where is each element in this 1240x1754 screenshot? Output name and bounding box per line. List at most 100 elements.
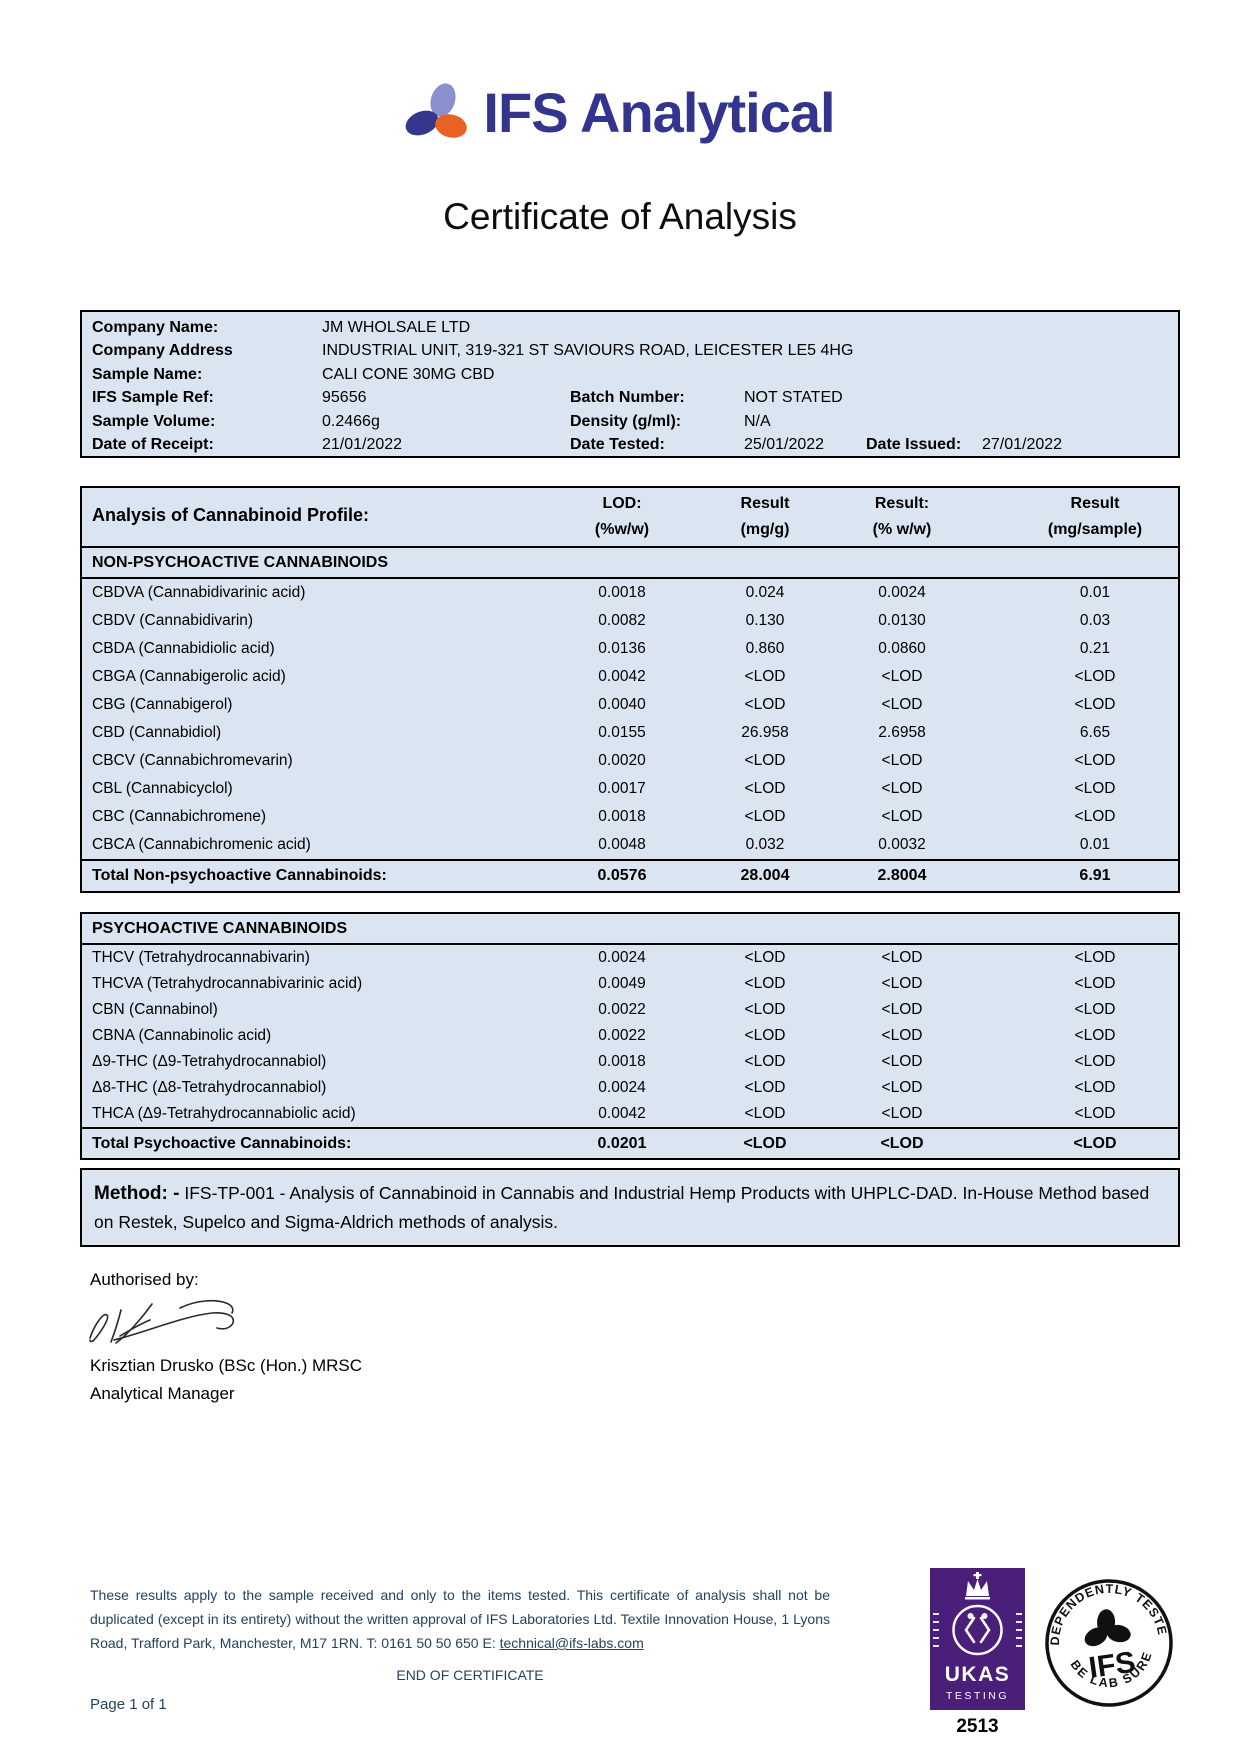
analyte-name: THCV (Tetrahydrocannabivarin) bbox=[92, 949, 310, 966]
analyte-mg-sample-value: 0.21 bbox=[1079, 640, 1111, 657]
table-header-row: Analysis of Cannabinoid Profile: LOD: (%… bbox=[82, 488, 1178, 548]
section-title-psychoactive: PSYCHOACTIVE CANNABINOIDS bbox=[82, 914, 1178, 945]
column-header-line: (% w/w) bbox=[872, 521, 932, 538]
analyte-mg-sample-value: 6.65 bbox=[1079, 724, 1111, 741]
technical-email-link[interactable]: technical@ifs-labs.com bbox=[499, 1635, 644, 1651]
analyte-row: CBDV (Cannabidivarin) 0.0082 0.130 0.0130 0.… bbox=[82, 607, 1178, 635]
analyte-pct-ww-value: 0.0032 bbox=[878, 836, 926, 853]
total-value: <LOD bbox=[743, 1135, 787, 1152]
analyte-mg-g-value: <LOD bbox=[744, 1053, 786, 1070]
analyte-lod-value: 0.0022 bbox=[598, 1001, 646, 1018]
info-label: Batch Number: bbox=[570, 389, 685, 407]
analyte-mg-sample-value: <LOD bbox=[1074, 752, 1116, 769]
column-header-line: (%w/w) bbox=[594, 521, 650, 538]
info-value: N/A bbox=[744, 412, 771, 430]
column-header-pct-ww: Result: (% w/w) bbox=[832, 491, 972, 543]
info-row: Company Name: JM WHOLSALE LTD bbox=[82, 316, 1178, 339]
table-title: Analysis of Cannabinoid Profile: bbox=[92, 505, 370, 525]
analyte-mg-sample-value: <LOD bbox=[1074, 1027, 1116, 1044]
total-label: Total Psychoactive Cannabinoids: bbox=[92, 1135, 352, 1152]
analyte-mg-g-value: 26.958 bbox=[741, 724, 789, 741]
info-label: Company Name: bbox=[92, 319, 219, 336]
analyte-pct-ww-value: <LOD bbox=[881, 1053, 923, 1070]
analyte-lod-value: 0.0155 bbox=[598, 724, 646, 741]
analyte-lod-value: 0.0017 bbox=[598, 780, 646, 797]
analyte-pct-ww-value: <LOD bbox=[881, 1079, 923, 1096]
analyte-mg-sample-value: <LOD bbox=[1074, 1053, 1116, 1070]
analyte-row: CBD (Cannabidiol) 0.0155 26.958 2.6958 6.65 bbox=[82, 719, 1178, 747]
column-header-line: LOD: bbox=[602, 495, 642, 512]
total-value: 2.8004 bbox=[877, 867, 927, 884]
analyte-row: Δ9-THC (Δ9-Tetrahydrocannabiol) 0.0018 <LO… bbox=[82, 1049, 1178, 1075]
analyte-mg-g-value: <LOD bbox=[744, 949, 786, 966]
analyte-row: CBDVA (Cannabidivarinic acid) 0.0018 0.024… bbox=[82, 579, 1178, 607]
analyte-row: CBDA (Cannabidiolic acid) 0.0136 0.860 0.08… bbox=[82, 635, 1178, 663]
page-number: Page 1 of 1 bbox=[90, 1696, 167, 1713]
analyte-name: CBGA (Cannabigerolic acid) bbox=[92, 668, 286, 685]
analyte-lod-value: 0.0048 bbox=[598, 836, 646, 853]
method-label: Method: - bbox=[94, 1183, 180, 1204]
analyte-name: Δ8-THC (Δ8-Tetrahydrocannabiol) bbox=[92, 1079, 327, 1096]
analyte-name: CBD (Cannabidiol) bbox=[92, 724, 222, 741]
analyte-lod-value: 0.0082 bbox=[598, 612, 646, 629]
psychoactive-rows: THCV (Tetrahydrocannabivarin) 0.0024 <LOD <… bbox=[82, 945, 1178, 1127]
info-label: Date Tested: bbox=[570, 435, 665, 453]
analyte-mg-sample-value: <LOD bbox=[1074, 696, 1116, 713]
analyte-name: CBDA (Cannabidiolic acid) bbox=[92, 640, 275, 657]
analyte-mg-sample-value: <LOD bbox=[1074, 668, 1116, 685]
info-value: 27/01/2022 bbox=[982, 435, 1063, 453]
info-label: Sample Volume: bbox=[92, 412, 216, 430]
info-label: IFS Sample Ref: bbox=[92, 389, 214, 407]
analyte-lod-value: 0.0018 bbox=[598, 808, 646, 825]
analyte-mg-g-value: <LOD bbox=[744, 1001, 786, 1018]
total-value: 0.0201 bbox=[597, 1135, 647, 1152]
analyte-row: THCA (Δ9-Tetrahydrocannabiolic acid) 0.00… bbox=[82, 1101, 1178, 1127]
analyte-mg-sample-value: <LOD bbox=[1074, 949, 1116, 966]
analyte-mg-g-value: 0.860 bbox=[745, 640, 785, 657]
info-label: Date Issued: bbox=[866, 435, 962, 453]
analyte-mg-sample-value: <LOD bbox=[1074, 808, 1116, 825]
brand-name: IFS Analytical bbox=[483, 81, 835, 144]
signature-icon bbox=[89, 1299, 235, 1344]
ukas-testing-logo: UKAS TESTING bbox=[930, 1568, 1025, 1710]
info-row: Date of Receipt: 21/01/2022 Date Tested:… bbox=[82, 433, 1178, 456]
document-title: Certificate of Analysis bbox=[443, 196, 797, 237]
analyte-pct-ww-value: <LOD bbox=[881, 752, 923, 769]
analyte-lod-value: 0.0136 bbox=[598, 640, 646, 657]
column-header-line: Result bbox=[740, 495, 790, 512]
disclaimer-text: These results apply to the sample receiv… bbox=[90, 1587, 830, 1651]
analyte-pct-ww-value: 2.6958 bbox=[878, 724, 926, 741]
ukas-accreditation-number: 2513 bbox=[956, 1716, 999, 1737]
analyte-mg-sample-value: <LOD bbox=[1074, 975, 1116, 992]
analyte-mg-g-value: <LOD bbox=[744, 1027, 786, 1044]
total-label: Total Non-psychoactive Cannabinoids: bbox=[92, 867, 387, 884]
analyte-pct-ww-value: <LOD bbox=[881, 1001, 923, 1018]
column-header-lod: LOD: (%w/w) bbox=[532, 491, 712, 543]
info-label: Density (g/ml): bbox=[570, 412, 682, 430]
analyte-pct-ww-value: 0.0024 bbox=[878, 584, 926, 601]
analyte-mg-g-value: <LOD bbox=[744, 1079, 786, 1096]
analyte-name: CBC (Cannabichromene) bbox=[92, 808, 267, 825]
analyte-lod-value: 0.0040 bbox=[598, 696, 646, 713]
info-value: INDUSTRIAL UNIT, 319-321 ST SAVIOURS ROA… bbox=[322, 342, 854, 360]
method-box: Method: - IFS-TP-001 - Analysis of Canna… bbox=[80, 1168, 1180, 1247]
total-row-non-psychoactive: Total Non-psychoactive Cannabinoids: 0.0… bbox=[82, 859, 1178, 891]
info-row: IFS Sample Ref: 95656 Batch Number: NOT … bbox=[82, 386, 1178, 409]
analyte-row: CBN (Cannabinol) 0.0022 <LOD <LOD <LOD bbox=[82, 997, 1178, 1023]
analyte-mg-g-value: 0.024 bbox=[745, 584, 785, 601]
analyte-pct-ww-value: <LOD bbox=[881, 1105, 923, 1122]
info-label: Sample Name: bbox=[92, 365, 203, 383]
signatory-role: Analytical Manager bbox=[90, 1384, 235, 1403]
analyte-row: Δ8-THC (Δ8-Tetrahydrocannabiol) 0.0024 <LO… bbox=[82, 1075, 1178, 1101]
info-row: Sample Volume: 0.2466g Density (g/ml): N… bbox=[82, 410, 1178, 433]
info-label: Date of Receipt: bbox=[92, 435, 214, 453]
total-row-psychoactive: Total Psychoactive Cannabinoids: 0.0201 … bbox=[82, 1127, 1178, 1158]
ukas-wordmark: UKAS bbox=[945, 1663, 1011, 1686]
column-header-mg-g: Result (mg/g) bbox=[702, 491, 828, 543]
info-label: Company Address bbox=[92, 342, 233, 360]
analyte-lod-value: 0.0049 bbox=[598, 975, 646, 992]
column-header-line: Result: bbox=[874, 495, 930, 512]
analyte-name: CBCA (Cannabichromenic acid) bbox=[92, 836, 311, 853]
analyte-row: CBL (Cannabicyclol) 0.0017 <LOD <LOD <LOD bbox=[82, 775, 1178, 803]
